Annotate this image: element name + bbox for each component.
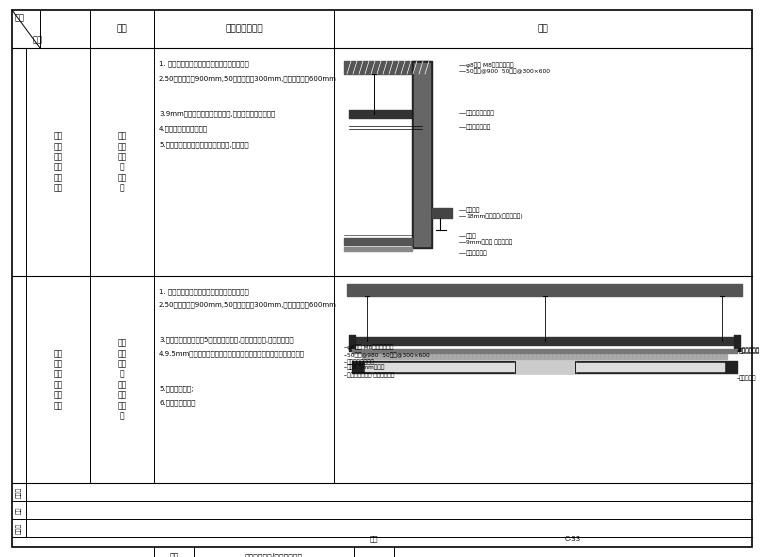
Text: 50主龙@980  50副龙@300×600: 50主龙@980 50副龙@300×600 bbox=[347, 352, 429, 358]
Text: 编辑人: 编辑人 bbox=[16, 522, 22, 534]
Text: 顶面
不同
材质
相接
工艺
做法: 顶面 不同 材质 相接 工艺 做法 bbox=[53, 131, 62, 193]
Text: 类别: 类别 bbox=[33, 36, 43, 45]
Text: 白色乳胶漆涂布: 白色乳胶漆涂布 bbox=[466, 124, 492, 130]
Text: 底层9.5mm石膏板: 底层9.5mm石膏板 bbox=[347, 364, 385, 370]
Text: 图名: 图名 bbox=[169, 553, 179, 557]
Text: 白色饰板: 白色饰板 bbox=[466, 207, 480, 213]
Text: 4.木饰面系列规格另固定: 4.木饰面系列规格另固定 bbox=[159, 125, 208, 132]
Text: 软膜: 软膜 bbox=[16, 506, 22, 514]
Text: 石膏检修口: 石膏检修口 bbox=[739, 375, 756, 381]
Text: 软膜与铝扣板/乳胶与木饰面: 软膜与铝扣板/乳胶与木饰面 bbox=[245, 553, 303, 557]
Text: 18mm板木工板(刷膨水涂料): 18mm板木工板(刷膨水涂料) bbox=[466, 213, 523, 219]
Text: 用料及公用做法: 用料及公用做法 bbox=[225, 25, 263, 33]
Text: 简图: 简图 bbox=[537, 25, 549, 33]
Text: 木饰面: 木饰面 bbox=[466, 233, 477, 239]
Text: 2.50主龙筋间距900mm,50副龙筋间距300mm,副龙骨排列距600mm: 2.50主龙筋间距900mm,50副龙筋间距300mm,副龙骨排列距600mm bbox=[159, 75, 337, 82]
Text: 1. 龙骨架浮平时用膨胀螺丝与砼混凝土板固定: 1. 龙骨架浮平时用膨胀螺丝与砼混凝土板固定 bbox=[159, 60, 249, 67]
Text: φ8吊杆 M8膨胀螺栓固定: φ8吊杆 M8膨胀螺栓固定 bbox=[347, 344, 394, 350]
Text: 4.9.5mm厚石膏板与成品顶帽石膏板有节缝合口用自攻螺丝与龙骨固定: 4.9.5mm厚石膏板与成品顶帽石膏板有节缝合口用自攻螺丝与龙骨固定 bbox=[159, 350, 305, 357]
Text: C-33: C-33 bbox=[565, 536, 581, 542]
Text: 5.满刮腻子三遍;: 5.满刮腻子三遍; bbox=[159, 385, 194, 392]
Text: 木饰面固件垫: 木饰面固件垫 bbox=[466, 250, 488, 256]
Text: （满刮腻子三遍 乳胶漆三遍）: （满刮腻子三遍 乳胶漆三遍） bbox=[347, 372, 394, 378]
Text: 3.收件口周围基层涂厚5㎜橡胶仿铜油漆,诺奈洗漆拌浆,刷膨胀漆三遍: 3.收件口周围基层涂厚5㎜橡胶仿铜油漆,诺奈洗漆拌浆,刷膨胀漆三遍 bbox=[159, 337, 293, 344]
Text: 名称: 名称 bbox=[116, 25, 128, 33]
Text: 2.50主龙筋间距900mm,50副龙筋间距300mm,副龙骨排列距600mm: 2.50主龙筋间距900mm,50副龙筋间距300mm,副龙骨排列距600mm bbox=[159, 301, 337, 308]
Text: 5.白色乳胶板涂布令偕木工标程固定,成品安装: 5.白色乳胶板涂布令偕木工标程固定,成品安装 bbox=[159, 141, 249, 148]
Text: 系列彩铝轻骨骨架: 系列彩铝轻骨骨架 bbox=[347, 359, 375, 365]
Text: 页次: 页次 bbox=[370, 536, 378, 543]
Text: φ8吊杆 M8膨胀螺栓固定: φ8吊杆 M8膨胀螺栓固定 bbox=[466, 62, 514, 68]
Text: 白色
乳胶
与木
饰
面相
接: 白色 乳胶 与木 饰 面相 接 bbox=[117, 131, 127, 193]
Text: 3.9mm厚多层板刷防火涂料三遍,用自攻螺丝与龙骨固定: 3.9mm厚多层板刷防火涂料三遍,用自攻螺丝与龙骨固定 bbox=[159, 110, 275, 117]
Text: 5㎜橡胶油漆: 5㎜橡胶油漆 bbox=[739, 347, 760, 353]
Text: 9mm多层板 刷防火涂料: 9mm多层板 刷防火涂料 bbox=[466, 239, 512, 245]
Text: 顶面
不同
材质
相接
工艺
做法: 顶面 不同 材质 相接 工艺 做法 bbox=[53, 349, 62, 410]
Text: 铝扣板: 铝扣板 bbox=[16, 486, 22, 497]
Text: 成品
彩铝
边格
管
口木
固节
点详
图: 成品 彩铝 边格 管 口木 固节 点详 图 bbox=[117, 339, 127, 421]
Text: 编号: 编号 bbox=[15, 13, 25, 22]
Text: 成品彩铝管边: 成品彩铝管边 bbox=[739, 348, 760, 354]
Text: 6.乳胶漆涂膜饰刷: 6.乳胶漆涂膜饰刷 bbox=[159, 399, 195, 406]
Text: 50主龙@900  50副龙@300×600: 50主龙@900 50副龙@300×600 bbox=[466, 68, 550, 74]
Text: 1. 龙骨架浮平时用膨胀螺丝与砼混凝土板固定: 1. 龙骨架浮平时用膨胀螺丝与砼混凝土板固定 bbox=[159, 288, 249, 295]
Text: 系列彩铝轻骨骨架: 系列彩铝轻骨骨架 bbox=[466, 110, 495, 116]
